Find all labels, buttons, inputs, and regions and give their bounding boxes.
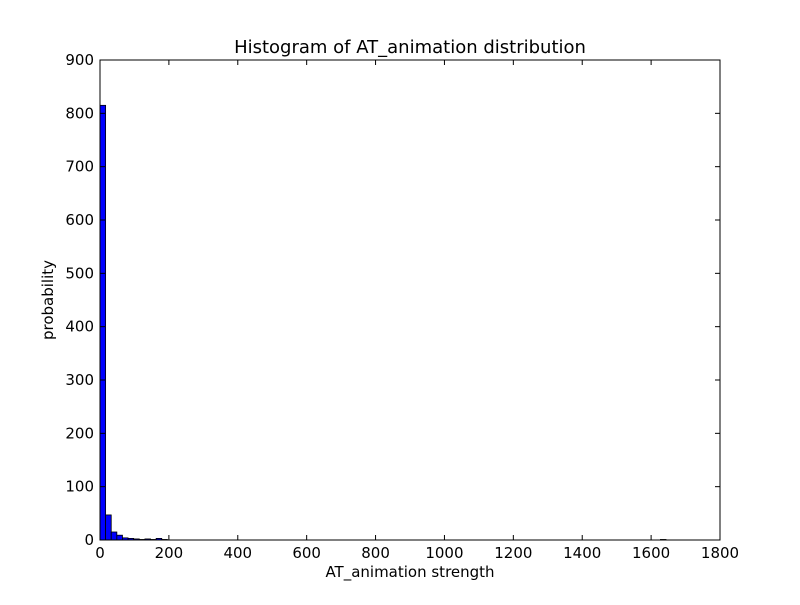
- x-tick-label-2: 400: [223, 544, 252, 562]
- y-tick-label-3: 300: [65, 371, 94, 389]
- y-tick-label-2: 200: [65, 424, 94, 442]
- y-tick-label-9: 900: [65, 51, 94, 69]
- x-tick-label-9: 1800: [701, 544, 739, 562]
- histogram-bar-2: [110, 531, 118, 541]
- x-tick-label-0: 0: [95, 544, 105, 562]
- y-tick-label-6: 600: [65, 211, 94, 229]
- x-axis-label: AT_animation strength: [325, 563, 494, 582]
- histogram-bar-1: [105, 514, 112, 541]
- x-tick-label-1: 200: [155, 544, 184, 562]
- x-tick-label-6: 1200: [494, 544, 532, 562]
- y-tick-label-7: 700: [65, 158, 94, 176]
- y-tick-label-0: 0: [84, 531, 94, 549]
- x-tick-label-7: 1400: [563, 544, 601, 562]
- plot-frame: [99, 59, 721, 541]
- y-tick-label-5: 500: [65, 264, 94, 282]
- y-axis-label: probability: [39, 260, 57, 340]
- x-tick-label-8: 1600: [632, 544, 670, 562]
- x-tick-label-4: 800: [361, 544, 390, 562]
- y-tick-label-1: 100: [65, 478, 94, 496]
- y-tick-label-4: 400: [65, 318, 94, 336]
- y-tick-label-8: 800: [65, 104, 94, 122]
- histogram-bar-3: [116, 534, 123, 541]
- histogram-bar-0: [99, 104, 107, 541]
- chart-title: Histogram of AT_animation distribution: [234, 37, 586, 58]
- x-tick-label-5: 1000: [425, 544, 463, 562]
- ticks-group: 0 200 400 600 800 1000 1200 1400 1600 1800 0 100 200…: [65, 51, 739, 562]
- x-tick-label-3: 600: [292, 544, 321, 562]
